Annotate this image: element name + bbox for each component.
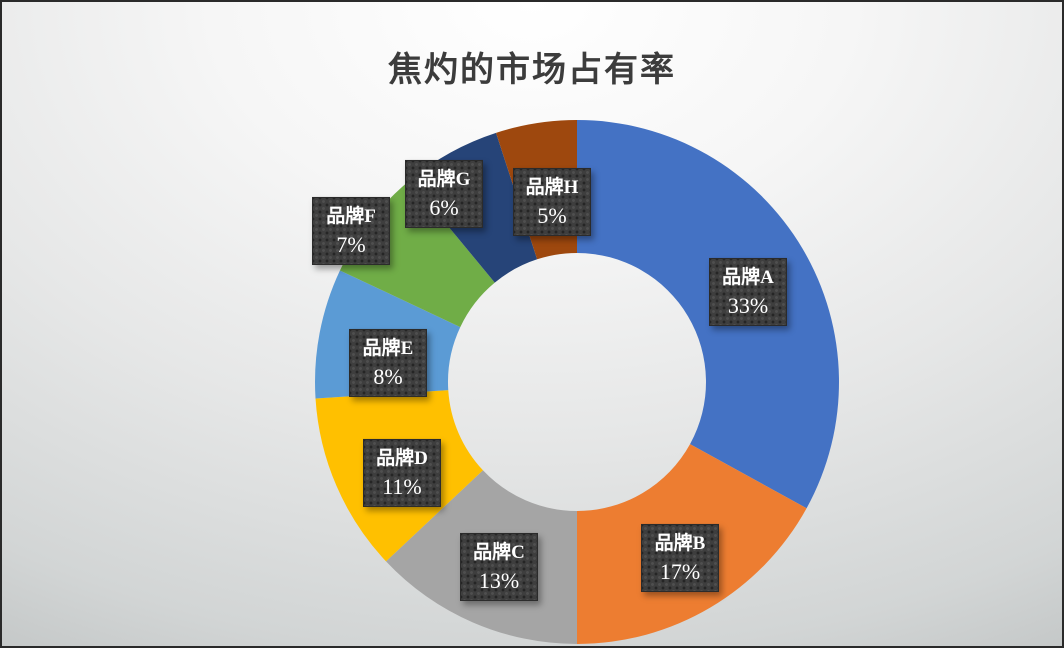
chart-title: 焦灼的市场占有率 [388,52,676,89]
pie-slice-1 [577,120,839,509]
